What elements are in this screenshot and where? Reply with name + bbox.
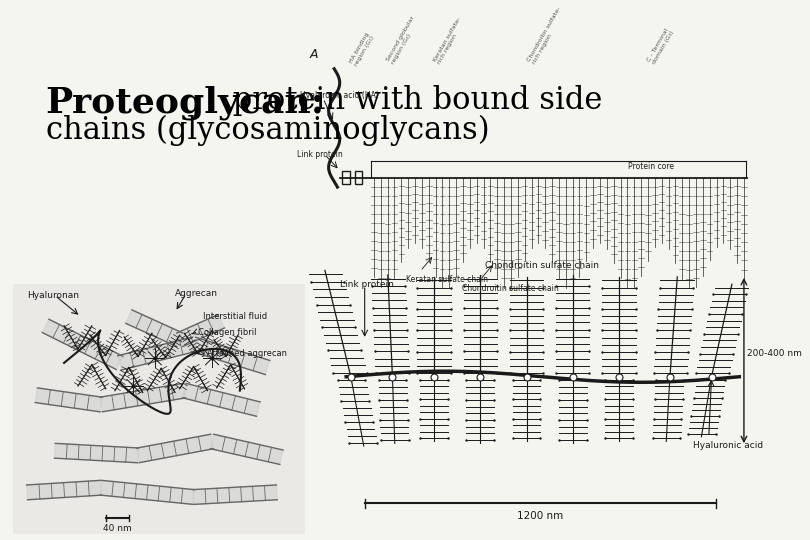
Polygon shape (193, 485, 277, 504)
Polygon shape (126, 310, 183, 347)
Polygon shape (42, 319, 123, 369)
Text: 1200 nm: 1200 nm (518, 511, 564, 521)
Polygon shape (100, 383, 185, 412)
Text: protein with bound side: protein with bound side (224, 85, 603, 117)
Polygon shape (191, 338, 270, 375)
Text: Protein core: Protein core (629, 163, 674, 171)
Text: Second globular
region (G₂): Second globular region (G₂) (386, 16, 420, 65)
Text: Chondroitin sulfate-
rich region: Chondroitin sulfate- rich region (526, 6, 567, 65)
FancyBboxPatch shape (13, 284, 305, 534)
Text: Proteoglycan:: Proteoglycan: (45, 85, 325, 120)
Text: A: A (309, 49, 318, 62)
Text: Chondroitin sulfate chain: Chondroitin sulfate chain (485, 261, 599, 270)
Text: Hyaluronic acid (HA): Hyaluronic acid (HA) (300, 91, 379, 100)
Text: Collagen fibril: Collagen fibril (198, 328, 257, 337)
Text: 40 nm: 40 nm (103, 524, 132, 533)
Polygon shape (177, 314, 224, 347)
Text: Keratan sulfate chain: Keratan sulfate chain (407, 275, 488, 284)
Text: Interstitial fluid: Interstitial fluid (202, 312, 267, 321)
Polygon shape (117, 337, 195, 370)
Text: 200-400 nm: 200-400 nm (747, 349, 802, 358)
Text: Chondroitin sulfate chain: Chondroitin sulfate chain (462, 284, 559, 293)
Text: Aggrecan: Aggrecan (175, 289, 218, 298)
Polygon shape (182, 383, 260, 416)
Text: Link protein: Link protein (339, 280, 394, 288)
Text: ] Attached aggrecan: ] Attached aggrecan (201, 349, 287, 358)
Text: C - Terminal
domain (G₃): C - Terminal domain (G₃) (646, 27, 675, 65)
Polygon shape (27, 481, 101, 500)
Polygon shape (100, 481, 194, 504)
Text: Hyaluronan: Hyaluronan (27, 291, 79, 300)
Polygon shape (36, 388, 102, 412)
Text: Keratan sulfate-
rich region: Keratan sulfate- rich region (432, 16, 467, 65)
Polygon shape (137, 434, 214, 463)
Polygon shape (54, 443, 139, 463)
Text: HA binding
region (G₁): HA binding region (G₁) (349, 32, 376, 67)
Text: Hyaluronic acid: Hyaluronic acid (693, 442, 763, 450)
Text: chains (glycosaminoglycans): chains (glycosaminoglycans) (45, 115, 489, 146)
Polygon shape (211, 434, 283, 464)
Text: Link protein: Link protein (297, 150, 343, 159)
